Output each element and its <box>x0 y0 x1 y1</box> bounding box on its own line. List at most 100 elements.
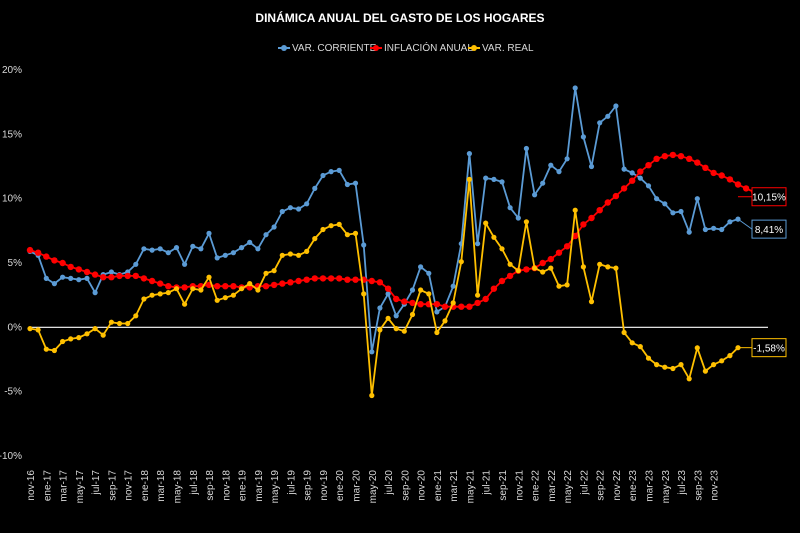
y-tick-label: -10% <box>0 451 22 462</box>
data-point <box>645 355 652 361</box>
data-point <box>588 299 595 305</box>
data-point <box>239 286 245 292</box>
x-tick-label: nov-20 <box>417 470 428 501</box>
legend-label: VAR. REAL <box>482 43 534 54</box>
data-point <box>173 245 180 251</box>
data-point <box>434 309 440 315</box>
data-point <box>629 340 635 346</box>
data-point <box>686 376 692 382</box>
chart-title: DINÁMICA ANUAL DEL GASTO DE LOS HOGARES <box>255 10 544 25</box>
data-point <box>369 349 375 355</box>
data-point <box>605 113 611 119</box>
data-point <box>466 176 472 182</box>
data-point <box>173 286 180 292</box>
x-tick-label: may-19 <box>270 470 281 504</box>
data-point <box>523 266 530 273</box>
x-tick-label: mar-22 <box>547 470 558 502</box>
data-point <box>409 287 416 293</box>
end-label: 10,15% <box>738 187 787 207</box>
data-point <box>409 311 416 318</box>
data-point <box>694 345 700 351</box>
end-label-leader <box>737 218 753 230</box>
data-point <box>344 276 351 283</box>
end-label-box <box>751 219 787 239</box>
data-point <box>719 358 725 364</box>
data-point <box>222 295 228 301</box>
data-point <box>352 230 359 236</box>
data-point <box>654 196 660 202</box>
data-point <box>296 252 302 258</box>
x-tick-label: nov-22 <box>612 470 623 501</box>
data-point <box>393 313 399 319</box>
x-tick-label: may-21 <box>465 470 476 504</box>
data-point <box>239 245 245 251</box>
data-point <box>555 249 563 256</box>
data-point <box>515 215 521 221</box>
data-point <box>361 291 367 297</box>
data-point <box>76 277 82 283</box>
data-point <box>51 281 58 287</box>
x-tick-label: nov-19 <box>319 470 330 501</box>
data-point <box>91 271 99 278</box>
x-tick-label: may-17 <box>75 470 86 504</box>
x-tick-label: may-23 <box>661 470 672 504</box>
data-point <box>181 284 188 291</box>
data-point <box>662 364 668 370</box>
data-point <box>328 223 334 229</box>
data-point <box>621 329 627 336</box>
data-point <box>434 329 440 336</box>
data-point <box>580 221 587 228</box>
data-point <box>401 298 408 305</box>
data-point <box>499 246 505 252</box>
data-point <box>686 155 693 162</box>
data-point <box>133 261 139 267</box>
data-point <box>499 179 505 185</box>
data-point <box>92 326 98 332</box>
data-point <box>694 159 701 166</box>
data-point <box>34 249 42 256</box>
end-label-box <box>751 187 787 207</box>
data-point <box>247 281 253 287</box>
data-point <box>580 134 587 140</box>
data-point <box>279 208 285 215</box>
data-point <box>27 326 33 332</box>
data-point <box>132 272 139 280</box>
y-axis-ticks: -10% -5% 0% 5% 10% 15% 20% <box>0 65 22 462</box>
data-point <box>645 162 652 169</box>
data-point <box>149 247 155 253</box>
data-point <box>654 362 660 368</box>
data-point <box>67 263 74 271</box>
data-point <box>556 169 562 175</box>
end-label: 8,41% <box>737 218 787 239</box>
data-point <box>124 272 131 280</box>
data-point <box>532 192 538 198</box>
data-point <box>540 180 546 186</box>
data-point <box>483 175 489 181</box>
data-point <box>377 327 383 333</box>
data-point <box>319 275 327 282</box>
x-tick-label: ene-23 <box>628 470 639 502</box>
data-point <box>442 318 448 324</box>
data-point <box>491 234 497 240</box>
x-tick-label: may-18 <box>172 470 183 504</box>
data-point <box>726 176 734 183</box>
data-point <box>483 220 489 226</box>
data-point <box>450 300 456 306</box>
data-point <box>604 199 611 206</box>
y-tick-label: 10% <box>2 194 22 205</box>
data-point <box>564 156 570 162</box>
x-tick-label: jul-19 <box>286 470 297 496</box>
data-point <box>719 226 725 233</box>
legend-label: VAR. CORRIENTE <box>292 43 377 54</box>
x-tick-label: sep-20 <box>400 470 411 501</box>
y-tick-label: -5% <box>4 387 22 398</box>
x-tick-label: sep-18 <box>205 470 216 501</box>
data-point <box>547 255 554 263</box>
data-point <box>116 320 123 327</box>
data-point <box>548 265 554 271</box>
data-point <box>190 286 196 292</box>
data-point <box>475 241 481 247</box>
data-point <box>304 201 310 207</box>
data-point <box>572 232 579 240</box>
end-label: -1,58% <box>738 338 787 358</box>
